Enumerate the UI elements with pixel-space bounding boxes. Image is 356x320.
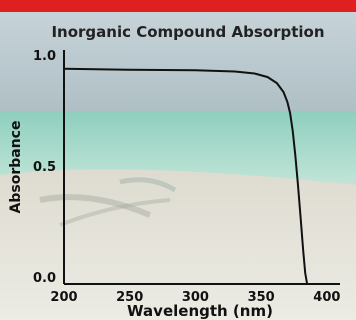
y-tick-label: 0.5 [33,160,56,175]
x-tick-label: 300 [182,290,209,305]
x-tick-label: 200 [50,290,77,305]
red-banner-strip [0,0,356,12]
absorbance-curve [63,67,309,285]
x-tick-label: 350 [248,290,275,305]
y-tick-label: 0.0 [33,271,56,286]
x-tick-label: 400 [313,290,340,305]
chart-title: Inorganic Compound Absorption [51,23,324,41]
x-axis-label: Wavelength (nm) [127,302,273,320]
y-axis-label: Absorbance [8,121,24,214]
y-tick-label: 1.0 [33,49,56,64]
x-tick-label: 250 [116,290,143,305]
